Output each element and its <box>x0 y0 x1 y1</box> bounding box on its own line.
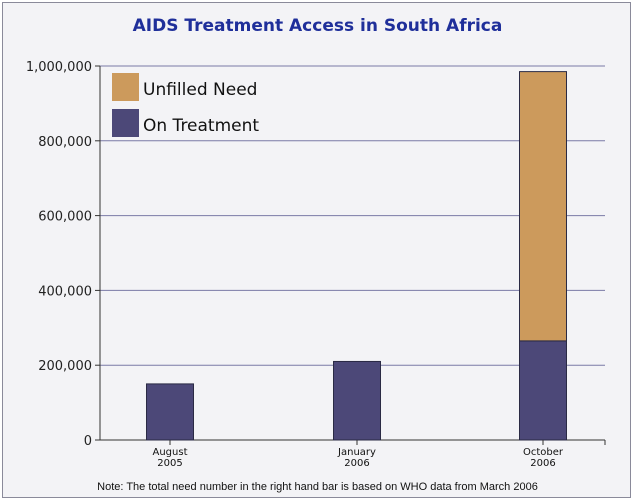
y-tick-label: 200,000 <box>38 359 92 374</box>
x-tick-label: January <box>337 447 376 458</box>
legend-label: Unfilled Need <box>143 80 257 100</box>
bar-on-treatment <box>333 360 381 441</box>
chart-title: AIDS Treatment Access in South Africa <box>132 16 503 36</box>
x-tick-label: August <box>153 447 188 458</box>
legend-label: On Treatment <box>143 116 259 136</box>
bars <box>146 71 567 441</box>
bar-on-treatment <box>146 383 194 441</box>
y-axis-ticks: 0 200,000 400,000 600,000 800,000 1,000,000 <box>26 60 100 449</box>
footnote: Note: The total need number in the right… <box>97 481 538 493</box>
y-tick-label: 1,000,000 <box>26 60 92 75</box>
x-tick-label: October <box>523 447 564 458</box>
legend: Unfilled Need On Treatment <box>112 73 259 137</box>
y-tick-label: 600,000 <box>38 210 92 225</box>
x-tick-label: 2006 <box>344 458 369 469</box>
legend-swatch <box>112 73 139 101</box>
x-tick-label: 2006 <box>530 458 555 469</box>
legend-swatch <box>112 109 139 137</box>
y-tick-label: 400,000 <box>38 284 92 299</box>
bar-on-treatment <box>519 340 567 441</box>
y-tick-label: 800,000 <box>38 135 92 150</box>
y-tick-label: 0 <box>84 434 92 449</box>
x-tick-label: 2005 <box>157 458 182 469</box>
bar-unfilled-need <box>519 71 567 342</box>
